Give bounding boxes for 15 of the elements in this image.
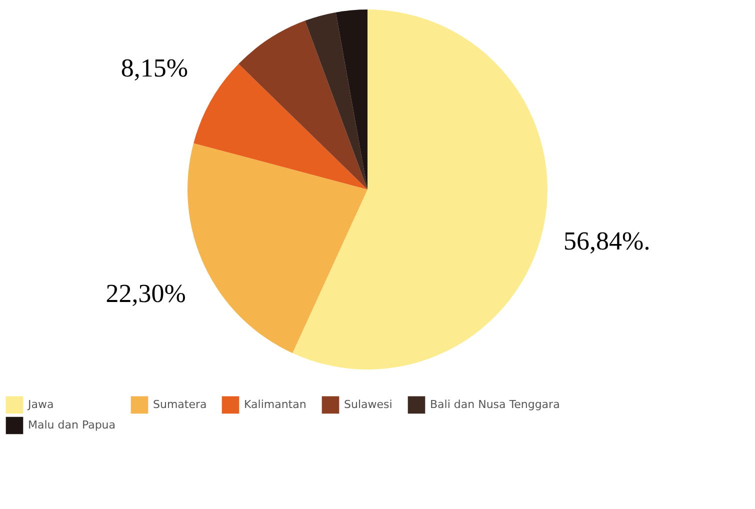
pie-slice: [292, 10, 548, 370]
data-label: 8,15%: [120, 54, 188, 83]
pie-slice: [336, 10, 368, 190]
legend-label: Sulawesi: [344, 398, 392, 411]
legend-label: Jawa: [27, 398, 54, 411]
pie-slice: [188, 143, 368, 354]
pie-slice: [194, 64, 368, 190]
data-label: 22,30%: [106, 278, 186, 308]
legend-label: Bali dan Nusa Tenggara: [430, 398, 560, 411]
pie-slice: [238, 20, 368, 190]
pie-slice: [305, 12, 368, 190]
legend-label: Sumatera: [153, 398, 207, 411]
legend-label: Kalimantan: [244, 398, 306, 411]
data-label: 56,84%.: [564, 226, 650, 256]
legend-label: Malu dan Papua: [28, 418, 116, 432]
